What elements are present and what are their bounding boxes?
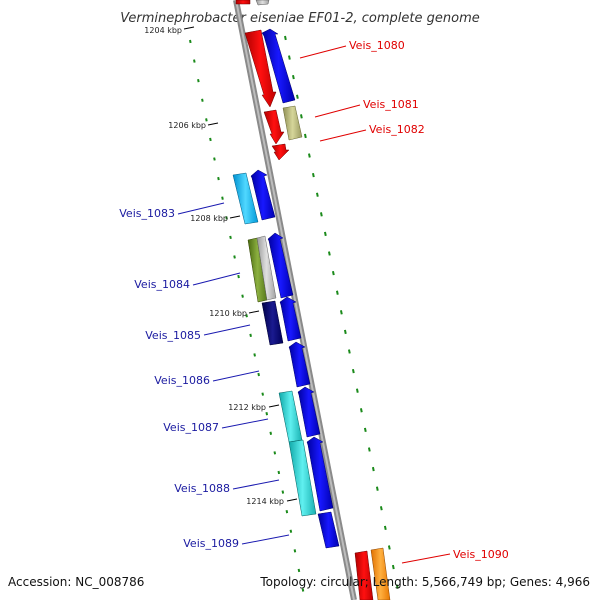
gc-track-outer [284,35,399,591]
gene-blue-1087[interactable] [297,386,321,438]
gene-label-veis-1080[interactable]: Veis_1080 [349,39,405,52]
leader-veis-1085 [203,324,251,336]
leader-veis-1080 [299,45,347,59]
minus-strand-genes [232,0,340,549]
leader-veis-1081 [314,104,361,118]
tick-mark-1206 [207,122,219,126]
tick-marks [183,26,298,502]
leader-veis-1087 [221,418,269,429]
gene-blue-1088[interactable] [306,436,334,512]
leader-veis-1090 [401,553,451,564]
gene-veis-1083[interactable] [232,172,259,225]
gene-veis-1088[interactable] [288,439,317,517]
leader-veis-1083 [177,202,225,215]
gene-label-veis-1082[interactable]: Veis_1082 [369,123,425,136]
accession-text: Accession: NC_008786 [8,575,144,589]
tick-mark-1208 [229,215,241,219]
gene-label-veis-1087[interactable]: Veis_1087 [163,421,219,434]
gene-label-veis-1085[interactable]: Veis_1085 [145,329,201,342]
gene-blue-1080[interactable] [261,28,296,104]
gene-veis-1081-neighbor[interactable] [282,105,303,141]
gene-veis-1090-neighbor[interactable] [370,547,391,600]
tick-label-1206: 1206 kbp [168,121,206,130]
leader-lines-minus [177,202,290,545]
tick-label-1214: 1214 kbp [246,497,284,506]
plus-strand-genes [235,0,391,600]
gene-label-veis-1083[interactable]: Veis_1083 [119,207,175,220]
tick-label-1212: 1212 kbp [228,403,266,412]
gene-veis-1086[interactable] [288,341,311,388]
leader-veis-1088 [232,479,280,490]
tick-mark-1204 [183,26,195,30]
gene-veis-1089[interactable] [317,511,340,549]
gene-label-veis-1088[interactable]: Veis_1088 [174,482,230,495]
gene-veis-1082[interactable] [271,143,290,161]
gene-veis-1084-grey[interactable] [256,235,277,301]
gene-label-veis-1090[interactable]: Veis_1090 [453,548,509,561]
leader-veis-1086 [212,370,260,382]
tick-label-1210: 1210 kbp [209,309,247,318]
leader-veis-1082 [319,129,367,142]
leader-lines-plus [299,45,451,564]
tick-mark-1210 [248,310,260,314]
tick-label-1204: 1204 kbp [144,26,182,35]
tick-mark-1212 [268,404,280,408]
gene-veis-1080[interactable] [244,29,277,108]
tick-mark-1214 [286,498,298,502]
gene-veis-1081[interactable] [263,109,285,145]
gene-veis-1085[interactable] [261,300,284,346]
gene-label-veis-1081[interactable]: Veis_1081 [363,98,419,111]
gene-label-veis-1086[interactable]: Veis_1086 [154,374,210,387]
gene-partial-top-minus[interactable] [255,0,270,6]
topology-text: Topology: circular; Length: 5,566,749 bp… [259,575,590,589]
gene-label-veis-1084[interactable]: Veis_1084 [134,278,190,291]
gene-blue-1084[interactable] [267,232,294,299]
gene-blue-1083[interactable] [250,169,276,221]
backbone-ring [233,0,357,600]
leader-veis-1089 [241,534,290,545]
gene-label-veis-1089[interactable]: Veis_1089 [183,537,239,550]
leader-veis-1084 [192,272,241,286]
gene-partial-top[interactable] [235,0,251,5]
map-title: Verminephrobacter eiseniae EF01-2, compl… [120,11,479,26]
gene-veis-1087[interactable] [278,390,303,443]
gene-veis-1090[interactable] [354,550,374,600]
gene-blue-1085[interactable] [279,296,302,342]
tick-label-1208: 1208 kbp [190,214,228,223]
